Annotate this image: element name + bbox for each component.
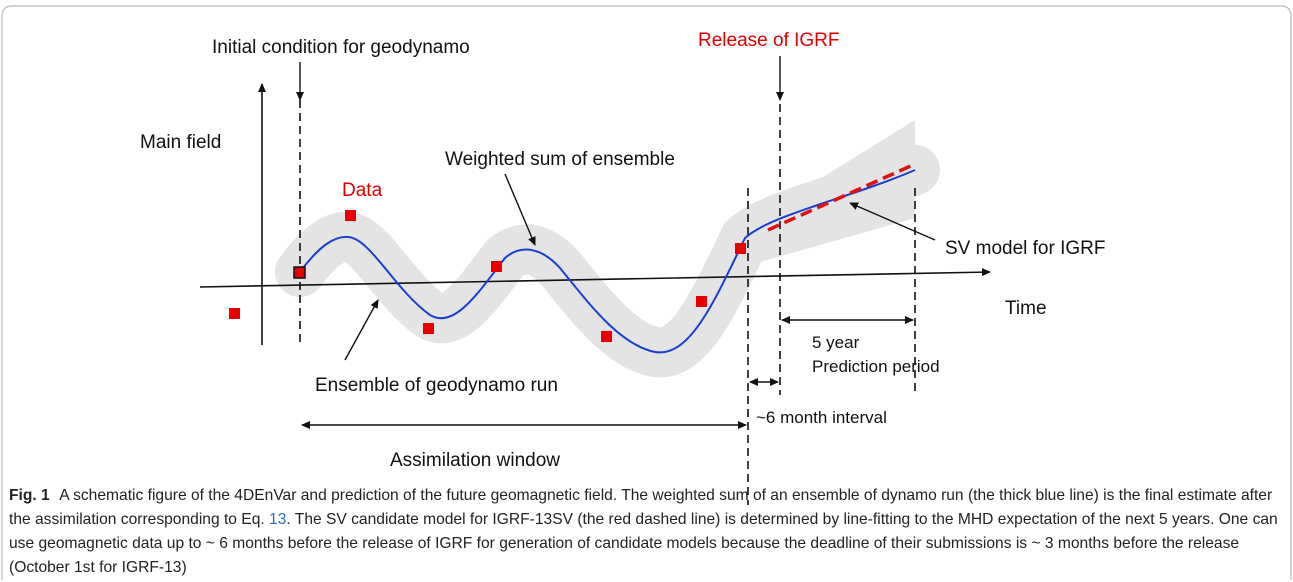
equation-ref[interactable]: 13 — [269, 511, 287, 528]
label: SV model for IGRF — [945, 238, 1106, 259]
label: Assimilation window — [390, 450, 560, 471]
sv-model-line — [767, 162, 916, 232]
label: Time — [1005, 298, 1047, 319]
frame — [1, 5, 1292, 580]
label: Main field — [140, 132, 221, 153]
ensemble-band-end — [745, 120, 915, 262]
label: Release of IGRF — [698, 30, 840, 51]
label: 5 year — [812, 333, 860, 352]
label: Ensemble of geodynamo run — [315, 375, 558, 396]
caption: Fig. 1 A schematic figure of the 4DEnVar… — [9, 484, 1287, 580]
label: Data — [342, 180, 383, 201]
weighted-sum-line — [299, 169, 916, 354]
caption-text: . The SV candidate model for IGRF-13SV (… — [9, 511, 1278, 576]
arrows — [296, 56, 936, 429]
data-points — [229, 210, 746, 342]
x-axis — [199, 268, 991, 288]
label: Prediction period — [812, 357, 940, 376]
label: ~6 month interval — [756, 408, 887, 427]
label: Initial condition for geodynamo — [212, 37, 470, 58]
dashed-lines — [299, 100, 916, 505]
label: Weighted sum of ensemble — [445, 149, 675, 170]
caption-text: A schematic figure of the 4DEnVar and pr… — [9, 487, 1273, 528]
caption-label: Fig. 1 — [9, 487, 50, 504]
